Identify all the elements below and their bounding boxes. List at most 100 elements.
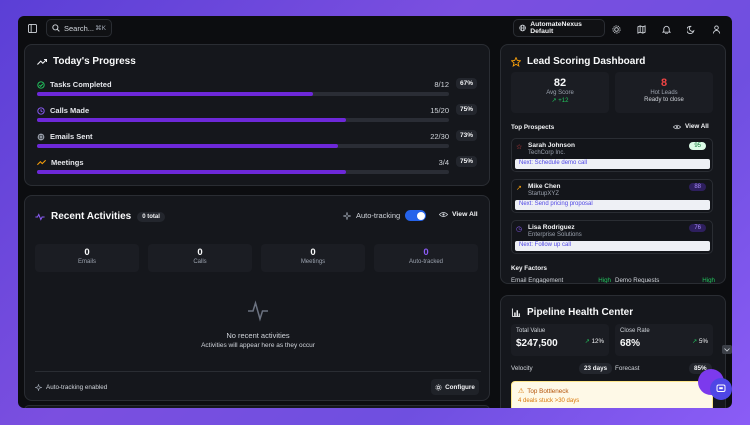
chat-widget-button[interactable]	[710, 378, 732, 400]
trending-up-icon	[37, 159, 46, 166]
progress-row-meetings: Meetings 3/4 75%	[37, 156, 477, 182]
prospect-score-badge: 95	[689, 142, 706, 150]
forecast-label: Forecast	[615, 365, 640, 372]
map-icon[interactable]	[633, 21, 649, 37]
sparkle-icon	[343, 211, 351, 220]
progress-track	[37, 118, 449, 122]
search-icon	[52, 24, 60, 32]
close-rate-box: Close Rate 68% ↗ 5%	[615, 324, 713, 356]
progress-percent-badge: 67%	[455, 78, 477, 89]
velocity-label: Velocity	[511, 365, 533, 372]
progress-fill	[37, 118, 346, 122]
progress-fill	[37, 170, 346, 174]
flame-icon: ☆	[516, 144, 523, 151]
gear-icon	[435, 383, 442, 391]
progress-track	[37, 144, 449, 148]
stat-meetings: 0 Meetings	[261, 244, 365, 272]
trending-up-icon: ↗	[516, 185, 522, 192]
search-shortcut: ⌘K	[95, 25, 106, 32]
settings-gear-icon[interactable]	[608, 21, 624, 37]
activities-view-all-button[interactable]: View All	[439, 211, 478, 218]
progress-row-tasks: Tasks Completed 8/12 67%	[37, 78, 477, 104]
search-placeholder: Search...	[64, 23, 95, 33]
chat-icon	[716, 384, 726, 392]
recent-activities-card: Recent Activities 0 total Auto-tracking …	[24, 195, 490, 401]
velocity-badge: 23 days	[579, 363, 613, 374]
eye-icon	[673, 124, 681, 129]
pipeline-title: Pipeline Health Center	[511, 307, 633, 318]
configure-button[interactable]: Configure	[431, 379, 479, 395]
progress-label: Tasks Completed	[50, 80, 112, 89]
progress-label: Calls Made	[50, 106, 90, 115]
trend-up-icon: ↗	[551, 98, 557, 104]
progress-percent-badge: 75%	[455, 156, 477, 167]
progress-row-calls: Calls Made 15/20 75%	[37, 104, 477, 130]
avg-score-box: 82 Avg Score ↗ +12	[511, 72, 609, 113]
workspace-selector[interactable]: AutomateNexus Default	[513, 19, 605, 37]
user-icon[interactable]	[708, 21, 724, 37]
stat-auto-tracked: 0 Auto-tracked	[374, 244, 478, 272]
prospect-score-badge: 88	[689, 183, 706, 191]
prospect-card[interactable]: ◷ Lisa Rodriguez Enterprise Solutions 76…	[511, 220, 713, 254]
auto-tracking-status: Auto-tracking enabled	[35, 384, 107, 391]
trending-up-icon	[37, 58, 47, 65]
progress-label: Emails Sent	[50, 132, 93, 141]
top-bar: Search... ⌘K AutomateNexus Default	[18, 16, 732, 42]
todays-progress-card: Today's Progress Tasks Completed 8/12 67…	[24, 44, 490, 186]
auto-tracking-label: Auto-tracking	[356, 211, 401, 220]
workspace-name: AutomateNexus Default	[530, 21, 582, 35]
progress-count: 3/4	[438, 158, 449, 167]
alert-triangle-icon: ⚠	[518, 388, 525, 395]
factor-row: Demo Requests High	[615, 277, 715, 284]
progress-track	[37, 170, 449, 174]
progress-count: 15/20	[430, 106, 449, 115]
progress-count: 22/30	[430, 132, 449, 141]
empty-state-subtitle: Activities will appear here as they occu…	[201, 342, 315, 349]
mail-circle-icon	[37, 133, 45, 140]
activity-stats: 0 Emails 0 Calls 0 Meetings 0 Auto-track…	[35, 244, 481, 272]
prospect-card[interactable]: ☆ Sarah Johnson TechCorp Inc. 95 Next: S…	[511, 138, 713, 172]
total-value-box: Total Value $247,500 ↗ 12%	[511, 324, 609, 356]
progress-label: Meetings	[51, 158, 84, 167]
lead-scoring-card: Lead Scoring Dashboard 82 Avg Score ↗ +1…	[500, 44, 726, 284]
prospects-view-all-button[interactable]: View All	[673, 123, 709, 130]
prospect-score-badge: 76	[689, 224, 706, 232]
search-input[interactable]: Search... ⌘K	[46, 19, 112, 37]
activities-total-badge: 0 total	[137, 211, 165, 222]
moon-icon[interactable]	[683, 21, 699, 37]
clock-icon	[37, 106, 45, 115]
prospect-next-action: Next: Schedule demo call	[515, 159, 710, 169]
sidebar-toggle-icon[interactable]	[24, 20, 40, 36]
key-factors-label: Key Factors	[511, 265, 548, 272]
progress-count: 8/12	[434, 80, 449, 89]
forecast-badge: 85%	[689, 363, 712, 374]
top-prospects-label: Top Prospects	[511, 124, 555, 131]
hot-leads-box: 8 Hot Leads Ready to close	[615, 72, 713, 113]
clock-icon: ◷	[516, 226, 523, 233]
stat-calls: 0 Calls	[148, 244, 252, 272]
star-icon	[511, 56, 521, 67]
prospect-card[interactable]: ↗ Mike Chen StartupXYZ 88 Next: Send pri…	[511, 179, 713, 213]
bottleneck-alert[interactable]: ⚠ Top Bottleneck 4 deals stuck >30 days	[511, 381, 713, 408]
collapse-handle-icon[interactable]	[722, 345, 732, 354]
next-card-edge	[24, 405, 490, 408]
progress-title: Today's Progress	[37, 56, 136, 67]
progress-track	[37, 92, 449, 96]
bar-chart-icon	[511, 308, 521, 317]
trend-up-icon: ↗	[584, 338, 590, 345]
sparkle-icon	[35, 384, 42, 391]
pipeline-health-card: Pipeline Health Center Total Value $247,…	[500, 295, 726, 408]
check-circle-icon	[37, 80, 45, 89]
auto-tracking-toggle[interactable]	[405, 210, 427, 221]
prospect-next-action: Next: Send pricing proposal	[515, 200, 710, 210]
globe-icon	[519, 24, 526, 32]
activities-divider	[35, 371, 481, 372]
lead-scoring-title: Lead Scoring Dashboard	[511, 56, 645, 67]
auto-tracking-control: Auto-tracking	[343, 210, 427, 221]
app-window: Search... ⌘K AutomateNexus Default Today…	[18, 16, 732, 408]
progress-percent-badge: 75%	[455, 104, 477, 115]
prospect-next-action: Next: Follow up call	[515, 241, 710, 251]
bell-icon[interactable]	[658, 21, 674, 37]
activities-title: Recent Activities 0 total	[35, 211, 165, 222]
progress-fill	[37, 92, 314, 96]
